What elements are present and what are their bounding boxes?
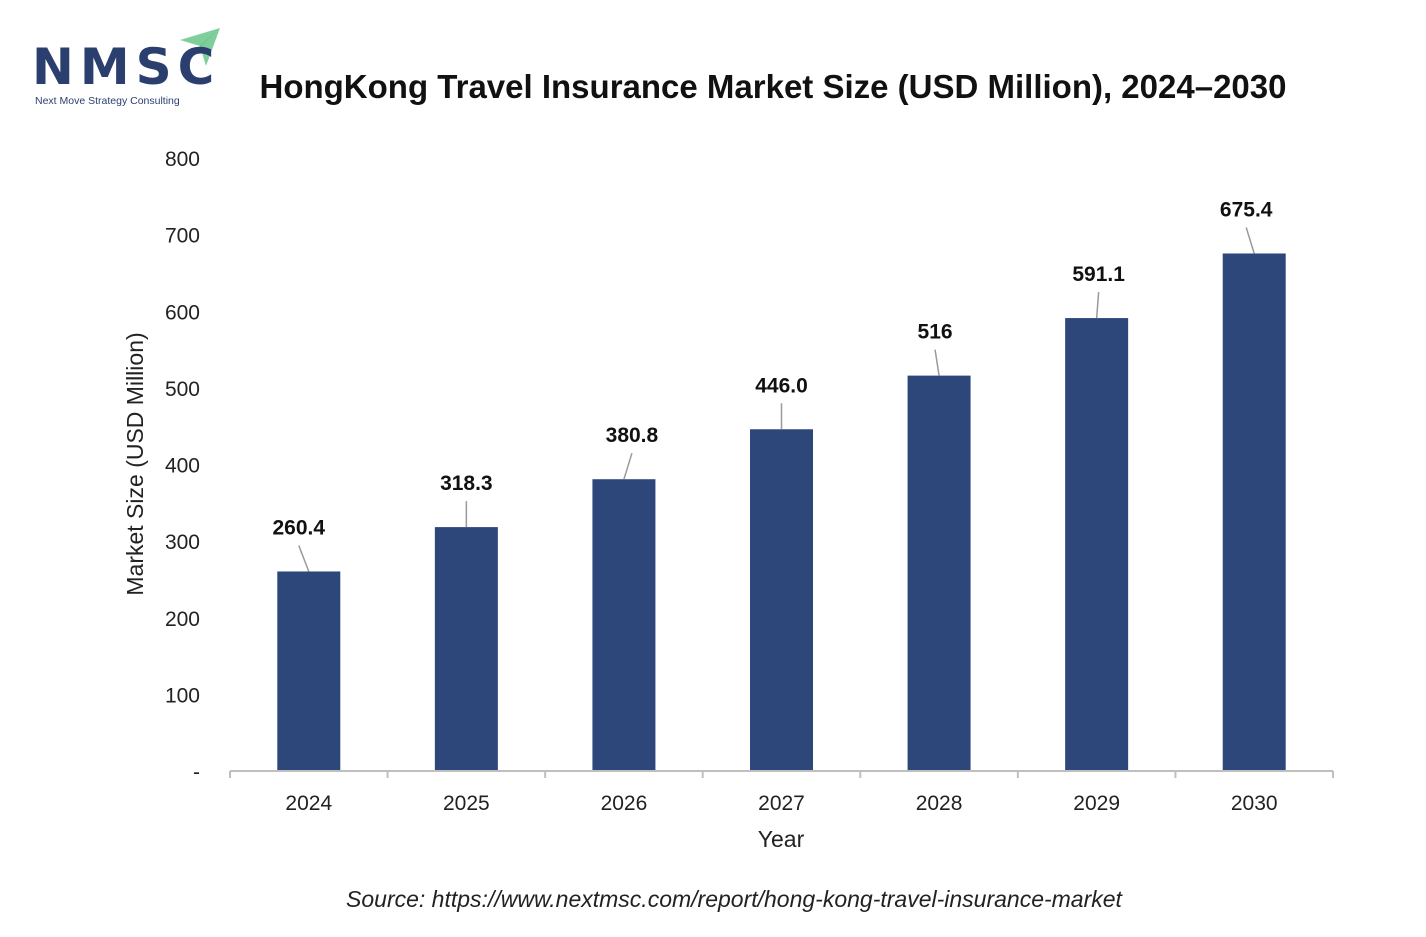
data-label: 260.4 xyxy=(273,516,326,539)
y-tick-label: 300 xyxy=(165,531,200,554)
data-label-leader xyxy=(1095,292,1100,319)
y-tick-label: 600 xyxy=(165,301,200,324)
x-tick-label: 2027 xyxy=(758,792,805,815)
bar xyxy=(1222,253,1286,771)
x-axis-title: Year xyxy=(758,826,805,852)
bars xyxy=(277,253,1286,771)
y-tick-label: 700 xyxy=(165,225,200,248)
data-label: 516 xyxy=(918,321,953,344)
data-label: 446.0 xyxy=(755,374,808,397)
data-labels: 260.4 318.3 380.8 446.0 516 591.1 675.4 xyxy=(273,198,1273,539)
x-tick-label: 2025 xyxy=(443,792,490,815)
y-axis-title: Market Size (USD Million) xyxy=(122,332,148,595)
y-tick-label: - xyxy=(193,761,200,784)
data-label: 591.1 xyxy=(1072,263,1125,286)
data-label: 675.4 xyxy=(1220,198,1273,221)
x-tick-label: 2026 xyxy=(601,792,648,815)
paper-plane-icon xyxy=(180,28,220,66)
x-tick-label: 2028 xyxy=(916,792,963,815)
logo-wordmark: NMSC xyxy=(32,38,221,96)
y-tick-label: 500 xyxy=(165,378,200,401)
source-note: Source: https://www.nextmsc.com/report/h… xyxy=(346,886,1122,912)
data-label-leader xyxy=(934,349,940,376)
x-tick-label: 2024 xyxy=(285,792,332,815)
data-label-leader xyxy=(298,545,310,572)
y-tick-label: 100 xyxy=(165,684,200,707)
y-tick-label: 200 xyxy=(165,608,200,631)
bar xyxy=(592,479,656,770)
bar xyxy=(750,429,813,770)
data-label: 318.3 xyxy=(440,472,493,495)
bar xyxy=(434,527,498,770)
data-label-leaders xyxy=(298,227,1255,572)
y-tick-label: 400 xyxy=(165,455,200,478)
bar xyxy=(1065,318,1129,770)
y-tick-label: 800 xyxy=(165,148,200,171)
data-label: 380.8 xyxy=(606,424,659,447)
bar xyxy=(277,571,341,770)
bar xyxy=(907,375,971,770)
x-axis-ticks: 2024 2025 2026 2027 2028 2029 2030 xyxy=(285,792,1277,815)
nmsc-logo: NMSC Next Move Strategy Consulting xyxy=(30,28,230,110)
x-tick-label: 2029 xyxy=(1073,792,1120,815)
y-axis-ticks: - 100 200 300 400 500 600 700 800 xyxy=(165,148,200,784)
x-tick-label: 2030 xyxy=(1231,792,1278,815)
chart-title: HongKong Travel Insurance Market Size (U… xyxy=(259,68,1287,105)
logo-tagline: Next Move Strategy Consulting xyxy=(35,95,180,107)
data-label-leader xyxy=(623,452,633,480)
data-label-leader xyxy=(1245,227,1255,254)
x-axis xyxy=(229,770,1334,778)
